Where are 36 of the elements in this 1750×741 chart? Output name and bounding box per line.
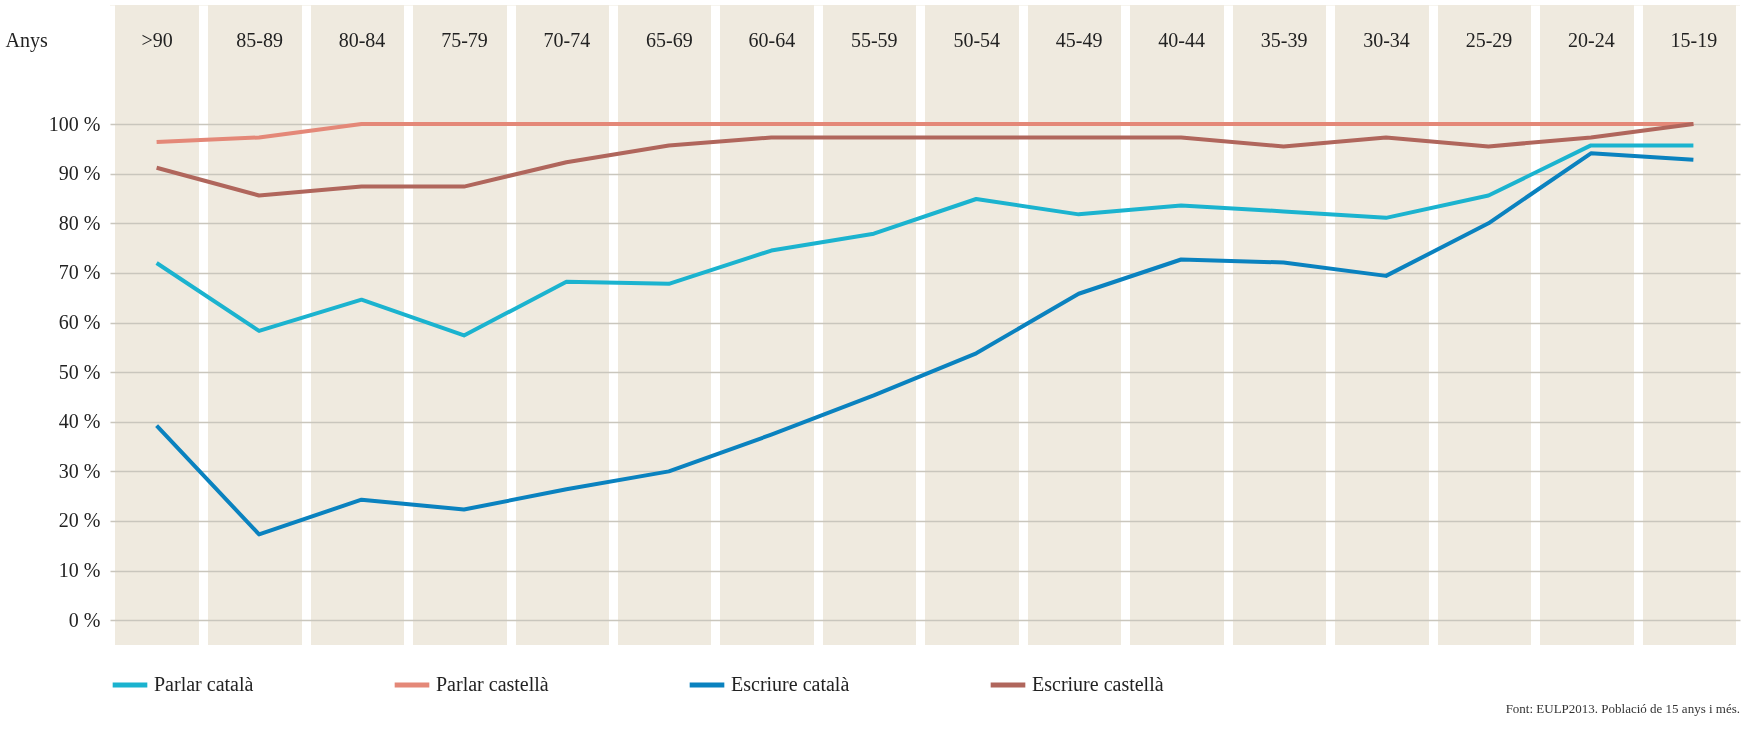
legend-label: Escriure català	[731, 673, 850, 695]
y-tick-label: 50 %	[58, 360, 101, 383]
legend-label: Parlar català	[154, 673, 254, 695]
text: Font: EULP2013. Població de 15 anys i més.	[1505, 701, 1740, 716]
line-series	[154, 122, 1696, 198]
x-tick-label: 80-84	[338, 28, 386, 51]
x-tick-label: 20-24	[1568, 28, 1615, 51]
line-series	[154, 143, 1696, 338]
x-tick-label: >90	[141, 28, 173, 51]
x-axis-title: Anys	[5, 28, 48, 52]
x-tick-label: 35-39	[1260, 28, 1308, 51]
x-tick-label: 50-54	[953, 28, 1001, 51]
line-series	[154, 151, 1696, 537]
x-tick-label: 75-79	[441, 28, 488, 51]
x-tick-label: 65-69	[646, 28, 693, 51]
x-tick-label: 15-19	[1670, 28, 1718, 51]
y-tick-label: 90 %	[58, 162, 101, 185]
y-tick-label: 30 %	[58, 459, 101, 482]
y-tick-label: 100 %	[48, 112, 101, 135]
x-tick-label: 85-89	[236, 28, 283, 51]
y-tick-label: 80 %	[58, 211, 101, 234]
y-tick-label: 0 %	[68, 608, 101, 631]
x-tick-label: 55-59	[850, 28, 898, 51]
x-tick-label: 70-74	[543, 28, 591, 51]
x-tick-label: 40-44	[1158, 28, 1205, 51]
y-tick-label: 40 %	[58, 410, 101, 433]
legend-label: Escriure castellà	[1032, 673, 1164, 695]
y-tick-label: 70 %	[58, 261, 101, 284]
y-tick-label: 60 %	[58, 311, 101, 334]
y-tick-label: 20 %	[58, 509, 101, 532]
x-tick-label: 60-64	[748, 28, 796, 51]
x-tick-label: 25-29	[1465, 28, 1513, 51]
x-tick-label: 45-49	[1055, 28, 1103, 51]
x-tick-label: 30-34	[1363, 28, 1410, 51]
legend-label: Parlar castellà	[436, 673, 549, 695]
y-tick-label: 10 %	[58, 559, 101, 582]
